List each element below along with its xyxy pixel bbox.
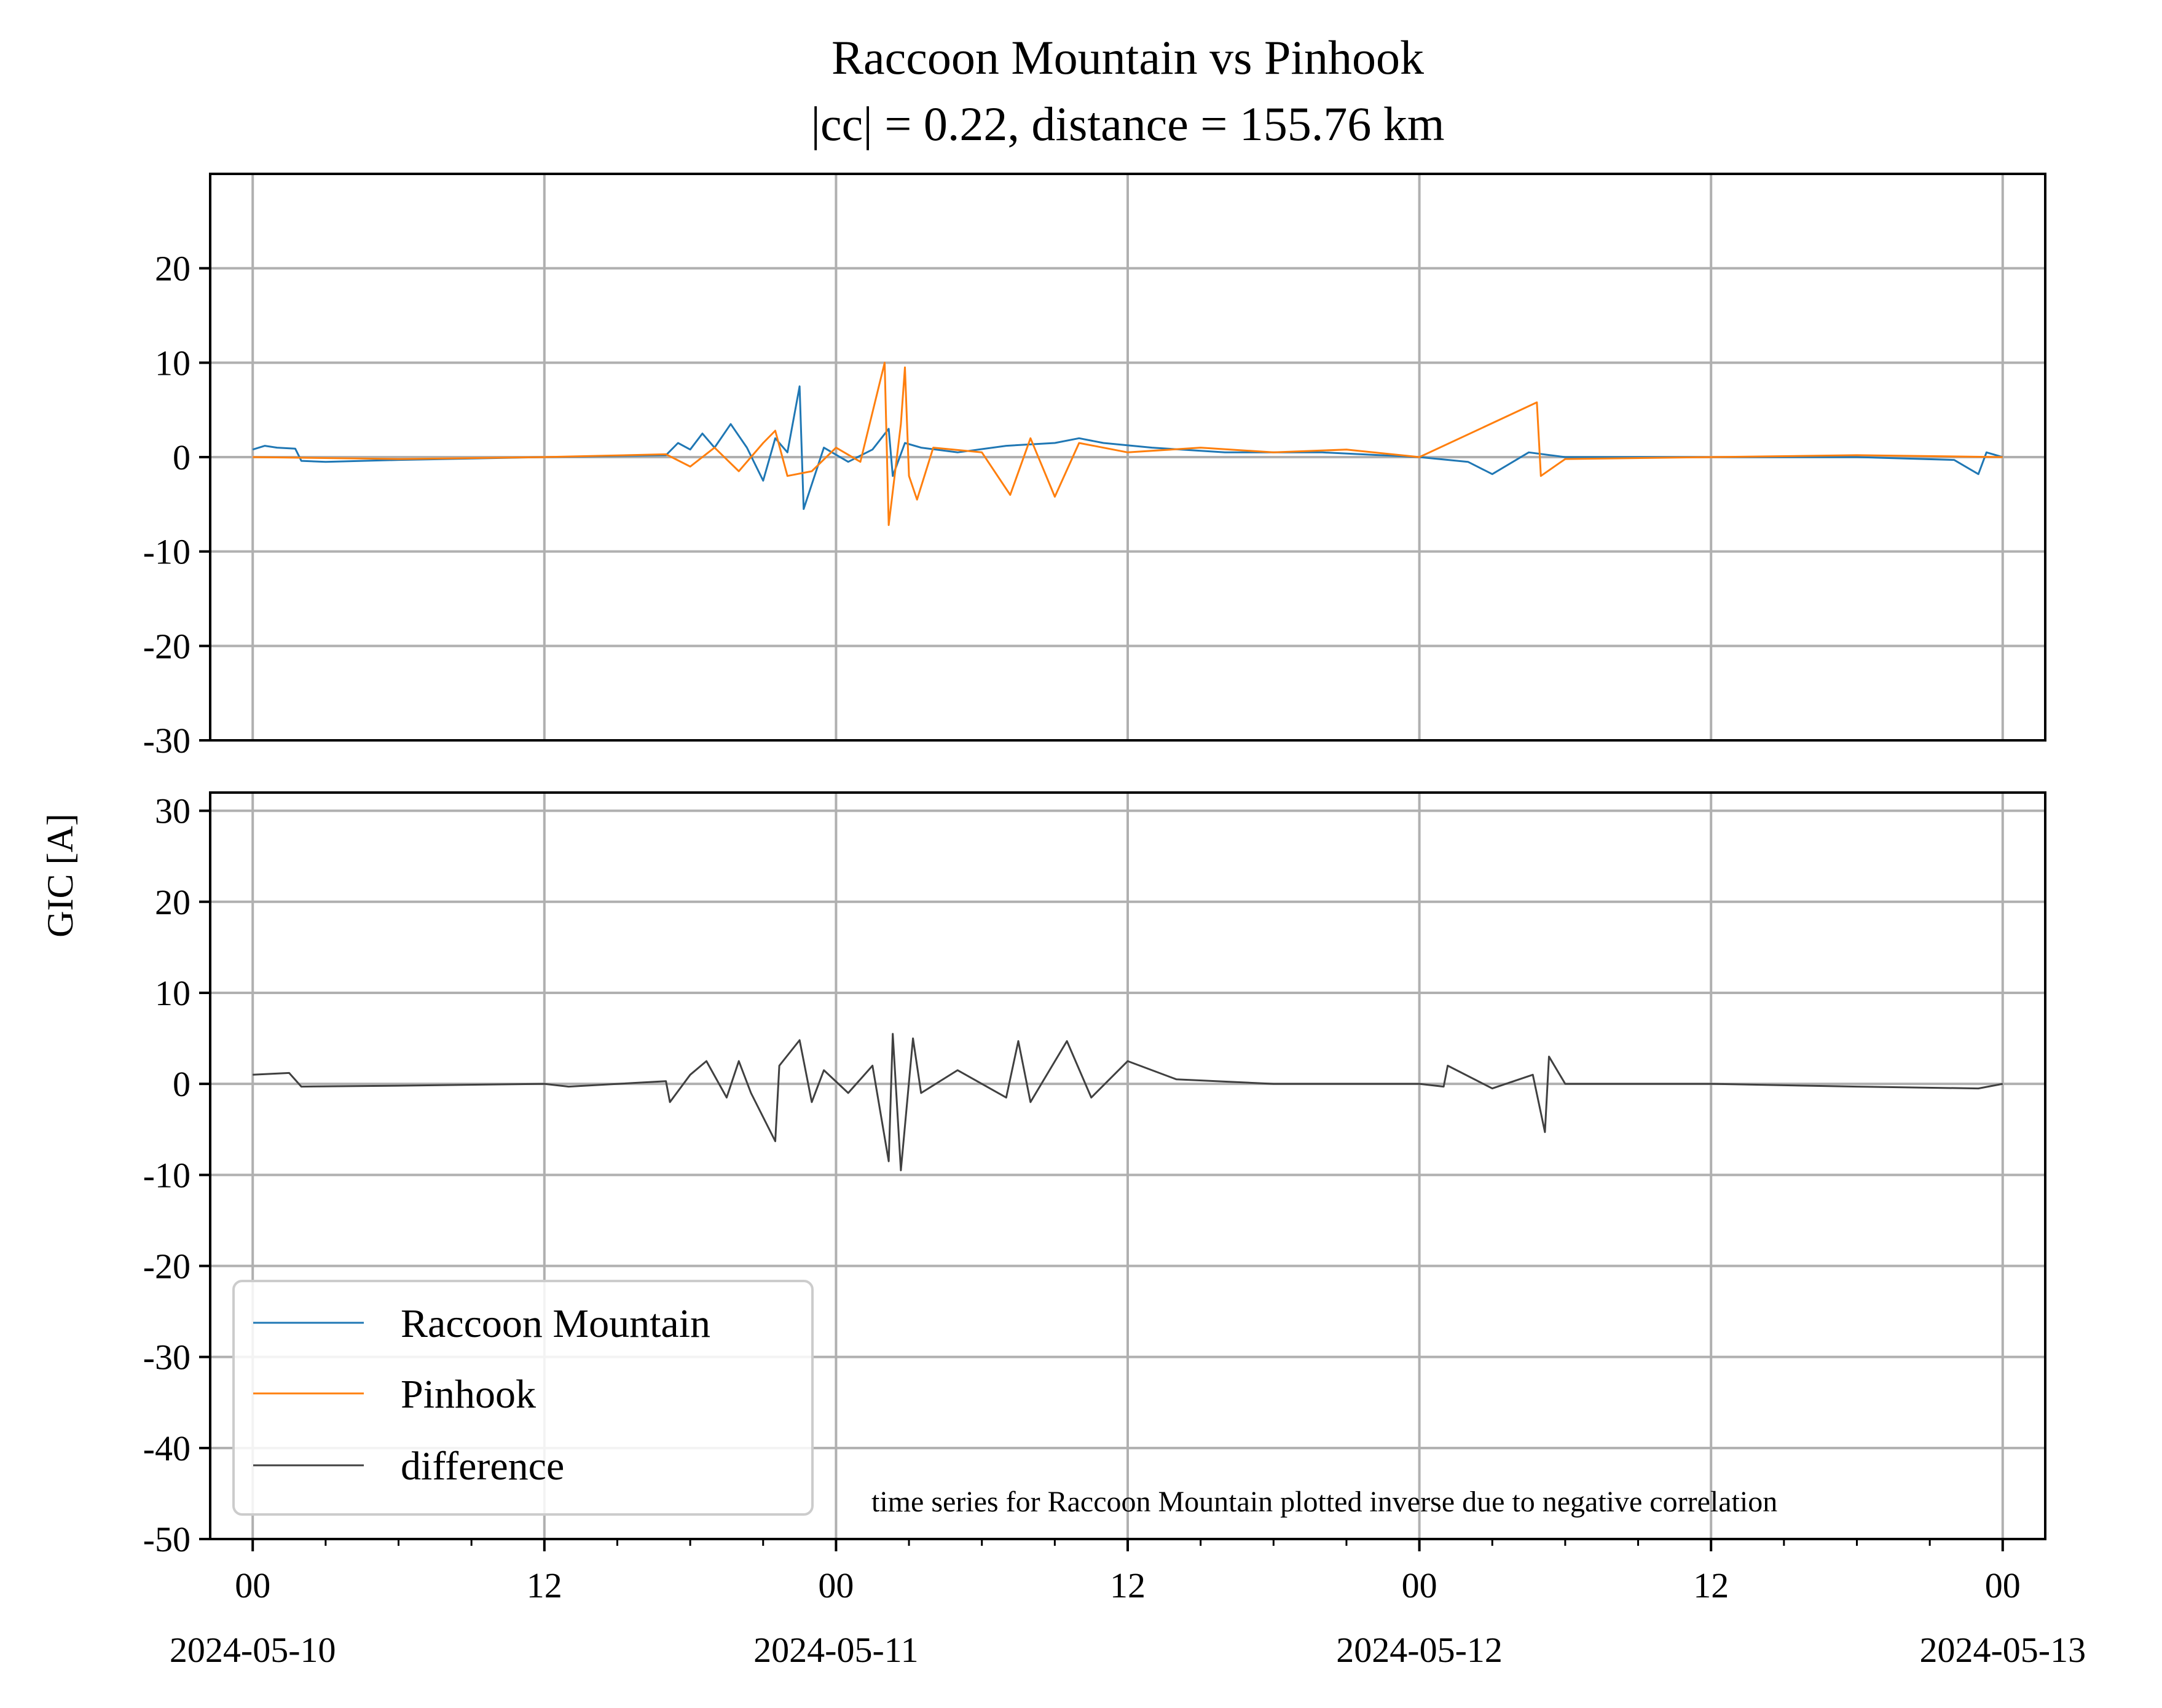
y-tick-label-2-5: 0 [173,1064,191,1104]
y-tick-label-1-2: -10 [143,532,191,572]
y-tick-label-2-0: -50 [143,1519,191,1559]
x-tick-label-4: 00 [1402,1565,1437,1605]
legend-label-difference: difference [401,1444,564,1489]
panel-1: -30 -20 -10 0 10 20 [143,173,2046,761]
x-tick-date-6: 2024-05-13 [1919,1630,2086,1670]
legend-label-raccoon-mountain: Raccoon Mountain [401,1301,710,1346]
y-tick-label-1-3: 0 [173,437,191,477]
series-line-difference [253,1033,2003,1172]
y-tick-label-1-5: 20 [155,249,191,289]
x-tick-label-0: 00 [235,1565,270,1605]
x-tick-label-1: 12 [527,1565,562,1605]
panel-frame-1 [209,173,2046,742]
chart-title: Raccoon Mountain vs Pinhook [831,31,1424,84]
x-tick-label-2: 00 [818,1565,854,1605]
y-tick-label-2-1: -40 [143,1428,191,1468]
y-tick-label-2-4: -10 [143,1155,191,1195]
plot-area: -30 -20 -10 0 10 20 -50 -40 -30 -20 -10 0 10 20 30 00 20… [143,173,2086,1670]
series-line-pinhook [253,361,2003,527]
legend-box [232,1280,814,1516]
panel-2: -50 -40 -30 -20 -10 0 10 20 30 [143,791,2046,1559]
x-tick-date-4: 2024-05-12 [1336,1630,1503,1670]
inverse-plot-note: time series for Raccoon Mountain plotted… [871,1486,1777,1518]
x-tick-label-6: 00 [1985,1565,2021,1605]
legend: Raccoon Mountain Pinhook difference [232,1280,814,1516]
x-tick-date-2: 2024-05-11 [753,1630,918,1670]
y-tick-label-2-6: 10 [155,973,191,1013]
x-tick-label-5: 12 [1693,1565,1729,1605]
y-tick-label-1-0: -30 [143,721,191,761]
legend-label-pinhook: Pinhook [401,1372,536,1417]
chart-subtitle: |cc| = 0.22, distance = 155.76 km [811,97,1444,151]
x-tick-date-0: 2024-05-10 [170,1630,336,1670]
y-tick-label-2-8: 30 [155,791,191,831]
x-axis: 00 2024-05-10 12 00 2024-05-11 12 00 2024-05-12… [170,1539,2086,1670]
y-tick-label-2-3: -20 [143,1246,191,1286]
y-axis-label: GIC [A] [40,813,81,938]
x-tick-label-3: 12 [1110,1565,1146,1605]
y-tick-label-1-4: 10 [155,343,191,383]
y-tick-label-2-2: -30 [143,1338,191,1377]
y-tick-label-1-1: -20 [143,626,191,666]
y-tick-label-2-7: 20 [155,882,191,922]
